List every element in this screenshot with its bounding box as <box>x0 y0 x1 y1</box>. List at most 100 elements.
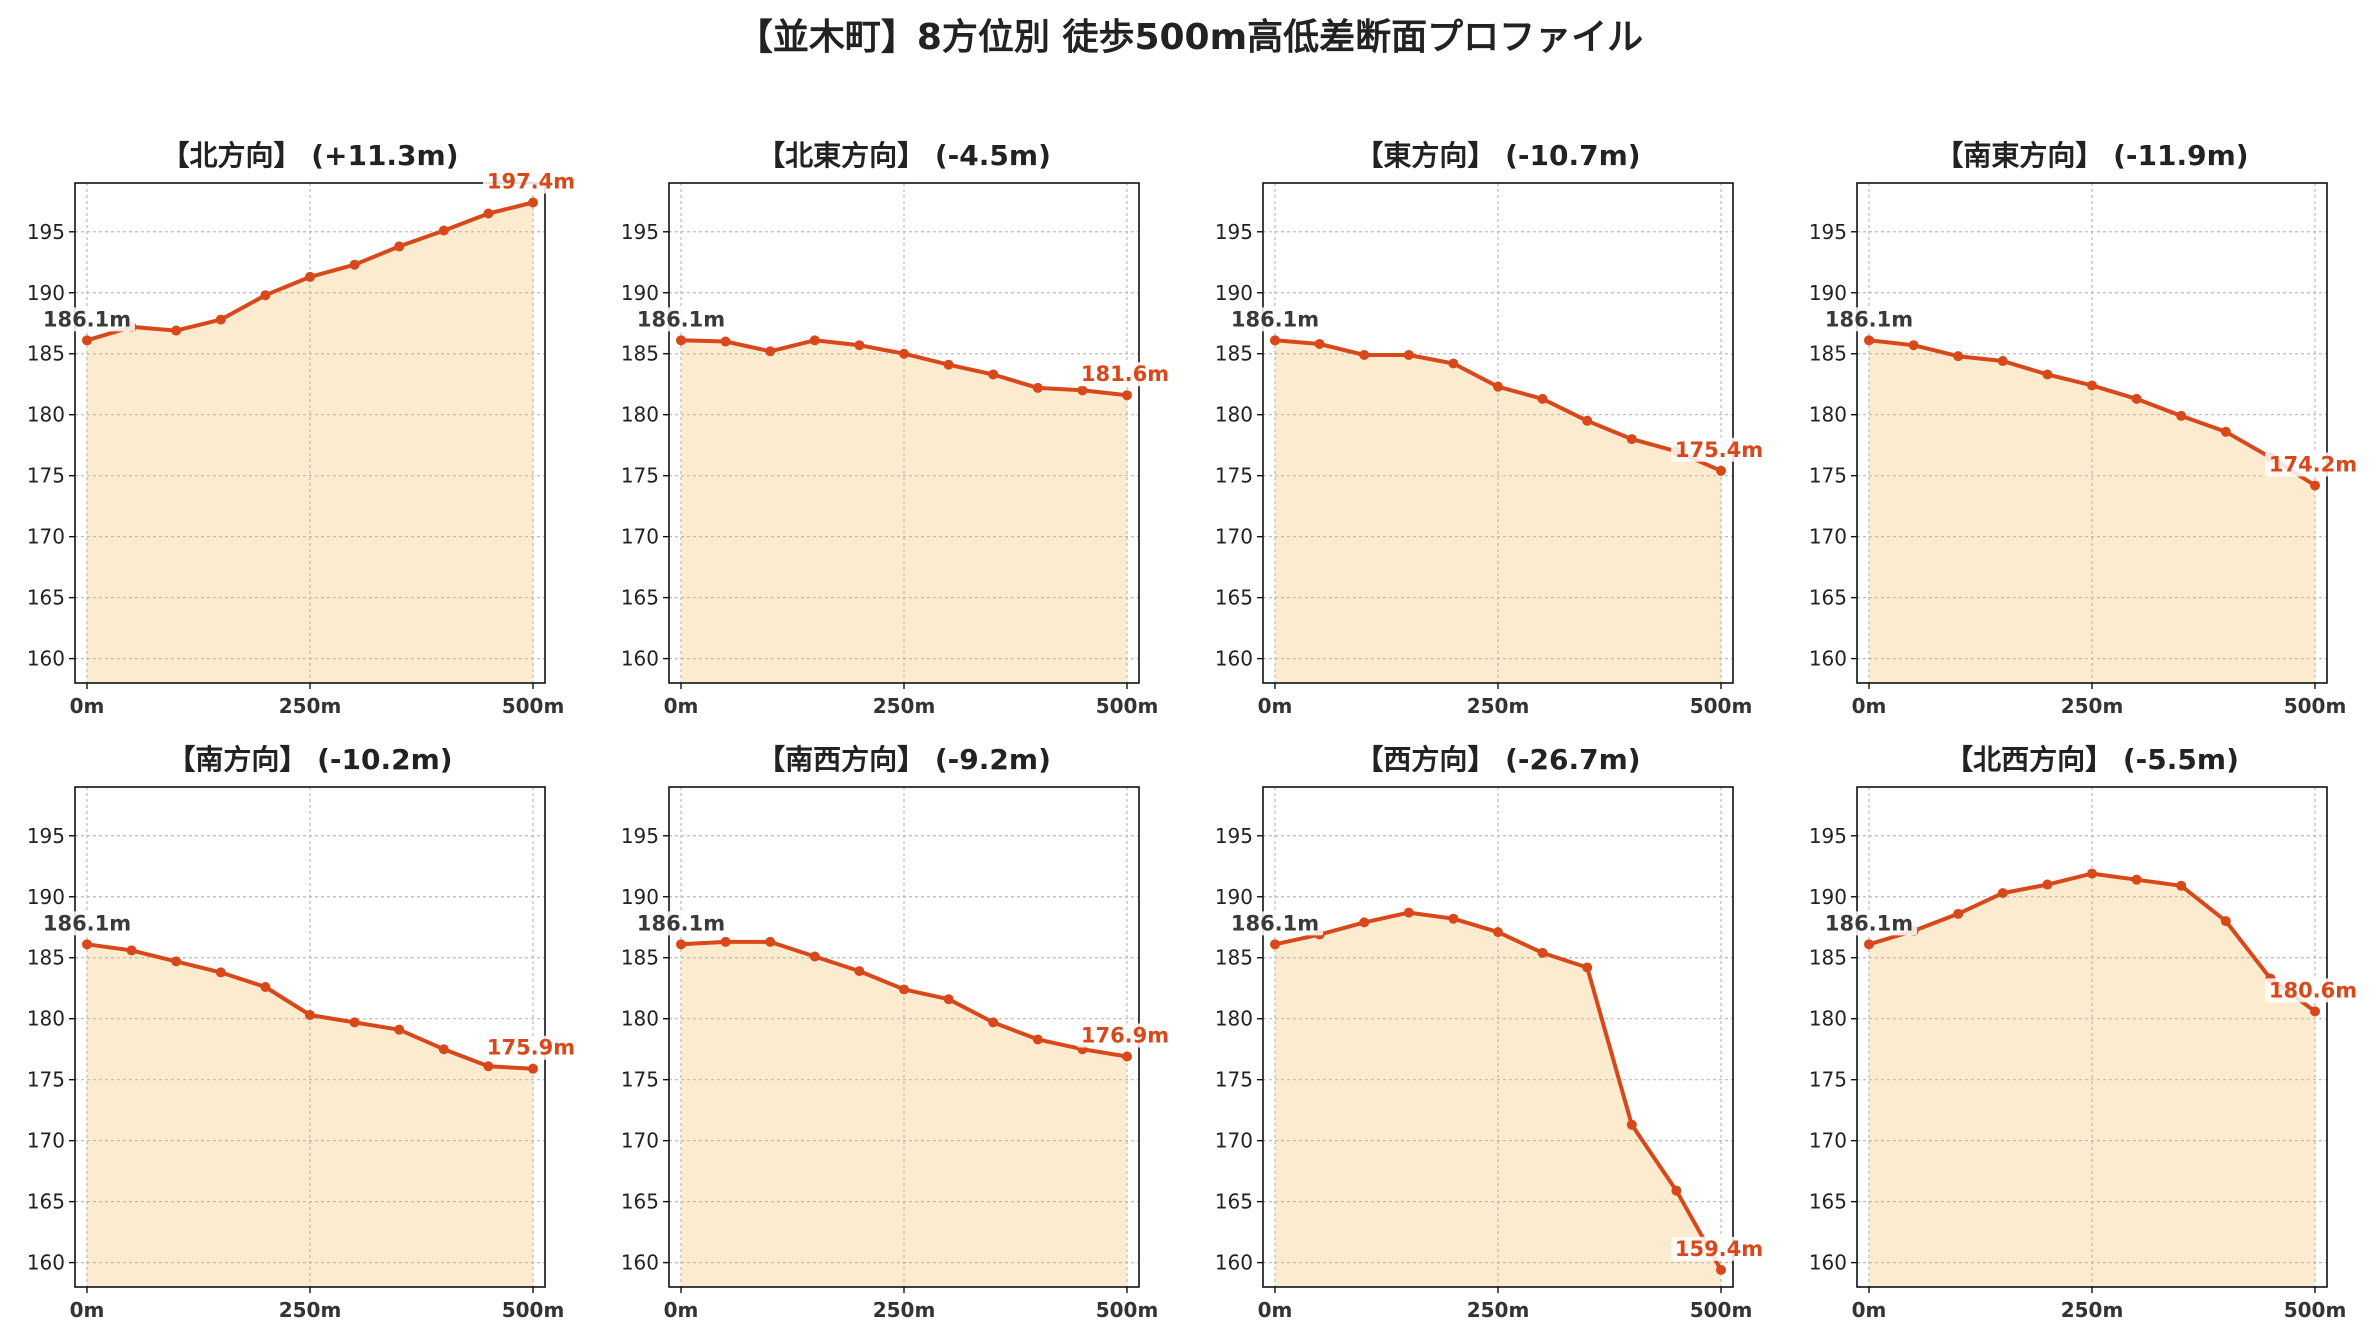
elevation-area <box>681 340 1127 683</box>
x-tick-label: 500m <box>1690 1298 1753 1322</box>
y-tick-label: 185 <box>1215 342 1253 366</box>
start-value-label: 186.1m <box>1825 307 1913 331</box>
end-label-bg <box>1671 437 1767 462</box>
x-tick-label: 500m <box>502 1298 565 1322</box>
data-point <box>1716 465 1726 476</box>
end-value-label: 175.4m <box>1675 438 1763 462</box>
data-point <box>171 325 182 336</box>
data-point <box>1537 393 1548 404</box>
data-point <box>1448 913 1459 924</box>
data-point <box>349 259 360 270</box>
y-tick-label: 165 <box>1809 1190 1847 1214</box>
x-tick-label: 500m <box>1690 694 1753 718</box>
data-point <box>1403 907 1414 918</box>
elevation-area <box>1869 873 2315 1287</box>
data-point <box>676 335 686 346</box>
y-tick-label: 190 <box>1215 281 1253 305</box>
start-value-label: 186.1m <box>1825 911 1913 935</box>
y-tick-label: 175 <box>27 1068 65 1092</box>
data-point <box>1448 358 1459 369</box>
chart-panel-3: 【東方向】 (-10.7m) 160 165 170 175 180 185 190 195 0m… <box>1215 139 1767 718</box>
x-tick-label: 0m <box>70 694 105 718</box>
start-label-bg <box>633 307 729 332</box>
y-tick-label: 175 <box>1215 1068 1253 1092</box>
end-label-bg <box>2265 978 2361 1003</box>
y-tick-label: 180 <box>27 403 65 427</box>
y-tick-label: 180 <box>1809 403 1847 427</box>
data-point <box>2220 426 2231 437</box>
y-tick-label: 195 <box>1215 220 1253 244</box>
data-point <box>854 966 865 977</box>
x-tick-label: 0m <box>1852 1298 1887 1322</box>
data-point <box>765 936 776 947</box>
y-tick-label: 195 <box>27 824 65 848</box>
data-point <box>988 1017 999 1028</box>
y-tick-label: 190 <box>27 885 65 909</box>
x-tick-label: 500m <box>1096 1298 1159 1322</box>
y-tick-label: 165 <box>27 1190 65 1214</box>
y-tick-label: 170 <box>1215 525 1253 549</box>
x-tick-label: 250m <box>1467 694 1530 718</box>
start-value-label: 186.1m <box>1231 307 1319 331</box>
data-point <box>215 967 226 978</box>
start-label-bg <box>1821 911 1917 936</box>
panel-title: 【東方向】 (-10.7m) <box>1355 139 1640 172</box>
y-tick-label: 195 <box>1809 220 1847 244</box>
y-tick-label: 195 <box>621 220 659 244</box>
y-tick-label: 185 <box>27 946 65 970</box>
x-tick-label: 250m <box>2061 1298 2124 1322</box>
data-point <box>1032 1034 1043 1045</box>
data-point <box>2220 916 2231 927</box>
x-tick-label: 250m <box>2061 694 2124 718</box>
data-point <box>394 1024 405 1035</box>
y-tick-label: 180 <box>27 1007 65 1031</box>
data-point <box>1493 927 1503 938</box>
data-point <box>765 346 776 357</box>
y-tick-label: 160 <box>27 1251 65 1275</box>
data-point <box>1537 947 1548 958</box>
end-label-bg <box>1077 362 1173 387</box>
start-value-label: 186.1m <box>1231 911 1319 935</box>
chart-panel-8: 【北西方向】 (-5.5m) 160 165 170 175 180 185 190 195 0m… <box>1809 743 2361 1322</box>
y-tick-label: 195 <box>1215 824 1253 848</box>
y-tick-label: 175 <box>621 464 659 488</box>
y-tick-label: 165 <box>1215 1190 1253 1214</box>
data-point <box>126 945 137 956</box>
data-point <box>1716 1264 1726 1275</box>
chart-panel-7: 【西方向】 (-26.7m) 160 165 170 175 180 185 190 195 0m… <box>1215 743 1767 1322</box>
y-tick-label: 180 <box>621 1007 659 1031</box>
data-point <box>260 290 271 301</box>
start-label-bg <box>633 911 729 936</box>
end-label-bg <box>483 169 579 194</box>
chart-panel-2: 【北東方向】 (-4.5m) 160 165 170 175 180 185 190 195 0m… <box>621 139 1173 718</box>
x-tick-label: 0m <box>664 694 699 718</box>
start-label-bg <box>39 911 135 936</box>
y-tick-label: 190 <box>621 885 659 909</box>
y-tick-label: 185 <box>1215 946 1253 970</box>
y-tick-label: 170 <box>27 1129 65 1153</box>
y-tick-label: 185 <box>621 342 659 366</box>
data-point <box>2042 879 2053 890</box>
start-label-bg <box>1227 911 1323 936</box>
data-point <box>1314 338 1325 349</box>
data-point <box>528 1063 538 1074</box>
y-tick-label: 175 <box>1809 464 1847 488</box>
data-point <box>899 348 909 359</box>
panel-title: 【北東方向】 (-4.5m) <box>757 139 1051 172</box>
y-tick-label: 195 <box>27 220 65 244</box>
data-point <box>2087 868 2097 879</box>
data-point <box>1997 888 2008 899</box>
x-tick-label: 0m <box>1258 694 1293 718</box>
x-tick-label: 250m <box>279 1298 342 1322</box>
chart-panel-5: 【南方向】 (-10.2m) 160 165 170 175 180 185 190 195 0m… <box>27 743 579 1322</box>
data-point <box>809 335 820 346</box>
data-point <box>854 340 865 351</box>
y-tick-label: 180 <box>1215 1007 1253 1031</box>
y-tick-label: 190 <box>1215 885 1253 909</box>
y-tick-label: 180 <box>1215 403 1253 427</box>
data-point <box>2131 393 2142 404</box>
x-tick-label: 500m <box>2284 1298 2347 1322</box>
data-point <box>1864 335 1874 346</box>
y-tick-label: 190 <box>1809 281 1847 305</box>
end-label-bg <box>2265 452 2361 477</box>
